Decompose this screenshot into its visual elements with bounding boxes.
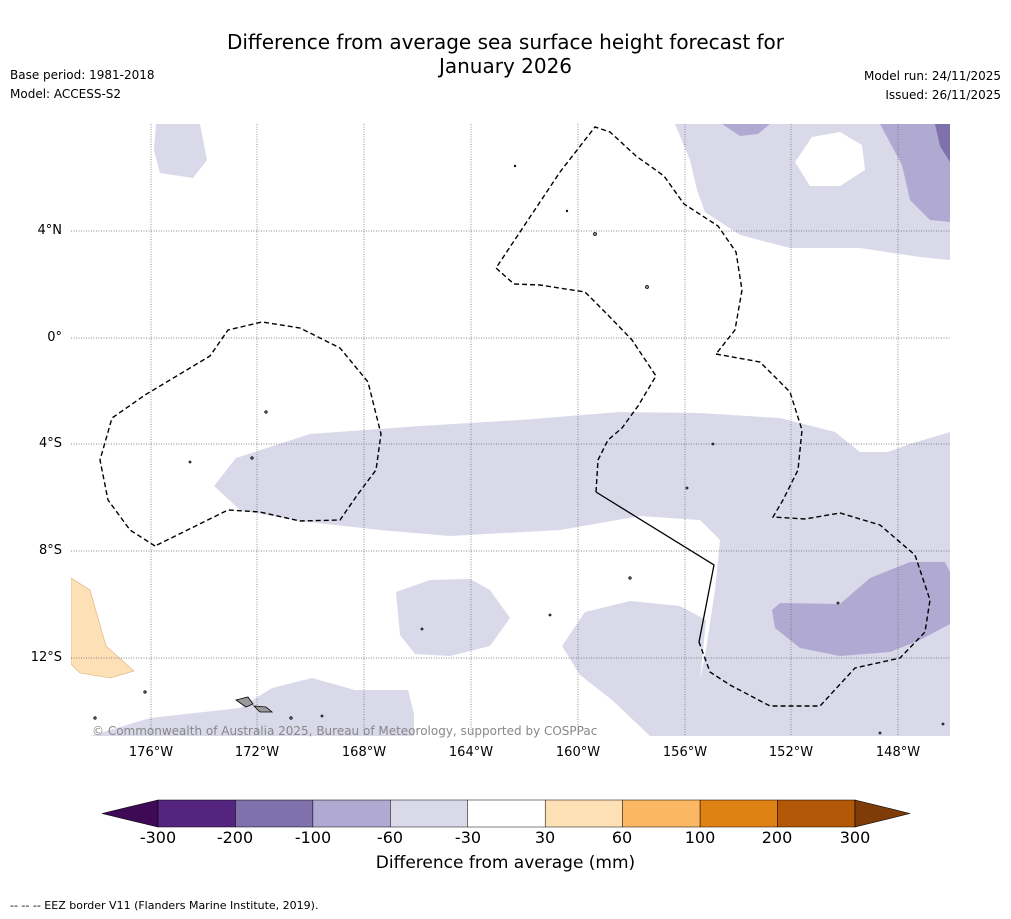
island-dot-11: [143, 690, 147, 694]
colorbar-tick: -100: [294, 828, 332, 847]
anomaly-region-strong-ne: [935, 124, 950, 162]
island-dot-1: [264, 410, 268, 414]
anomaly-region-medium-top: [722, 124, 770, 136]
colorbar-tick: 100: [684, 828, 716, 847]
title-text: Difference from average sea surface heig…: [0, 30, 1011, 78]
maritime-boundary-solid: [595, 491, 715, 643]
island-dot-19: [565, 209, 569, 213]
colorbar-segment: [467, 799, 546, 828]
issued-date: Issued: 26/11/2025: [885, 88, 1001, 102]
island-dot-16: [878, 731, 882, 735]
anomaly-region-light-ne: [675, 124, 950, 260]
lon-label: 160°W: [555, 745, 601, 760]
anomaly-region-light-central: [214, 412, 950, 736]
island-dot-17: [941, 722, 945, 726]
island-dot-4: [593, 232, 597, 236]
anomaly-region-medium-se: [772, 562, 950, 656]
colorbar: [101, 799, 911, 828]
colorbar-segment: [777, 799, 856, 828]
island-dot-5: [645, 285, 649, 289]
anomaly-region-light-sw: [90, 678, 414, 736]
eez-border-west: [99, 321, 382, 547]
eez-footnote: -- -- -- EEZ border V11 (Flanders Marine…: [10, 899, 319, 912]
island-dot-14: [320, 714, 324, 718]
island-dot-10: [420, 627, 424, 631]
colorbar-extend-low: [101, 799, 159, 828]
meta-right: Model run: 24/11/2025 Issued: 26/11/2025: [864, 67, 1001, 105]
lon-label: 172°W: [234, 745, 280, 760]
colorbar-segment: [312, 799, 391, 828]
anomaly-region-light-south: [562, 601, 706, 736]
lon-label: 152°W: [768, 745, 814, 760]
anomaly-region-medium-ne: [880, 124, 950, 222]
base-period: Base period: 1981-2018: [10, 68, 155, 82]
colorbar-tick: -60: [376, 828, 404, 847]
colorbar-segment: [622, 799, 701, 828]
eez-borders: [99, 126, 931, 707]
colorbar-tick: 300: [839, 828, 871, 847]
eez-border-east: [698, 353, 931, 707]
lon-label: 156°W: [662, 745, 708, 760]
model-run: Model run: 24/11/2025: [863, 69, 1001, 83]
colorbar-tick: 200: [761, 828, 793, 847]
copyright-credit: © Commonwealth of Australia 2025, Bureau…: [92, 724, 598, 738]
anomaly-region-neutral-ne: [795, 132, 865, 186]
island-dot-8: [628, 576, 632, 580]
colorbar-segment: [544, 799, 623, 828]
island-dot-13: [289, 716, 293, 720]
colorbar-segment: [390, 799, 469, 828]
meta-left: Base period: 1981-2018 Model: ACCESS-S2: [10, 66, 155, 104]
title-line-2: January 2026: [438, 54, 573, 78]
lon-label: 164°W: [448, 745, 494, 760]
colorbar-extend-high: [854, 799, 911, 828]
colorbar-title: Difference from average (mm): [375, 853, 636, 873]
lon-label: 148°W: [875, 745, 921, 760]
anomaly-region-positive-west: [71, 577, 135, 679]
lat-label: 0°: [47, 330, 62, 345]
lon-label: 176°W: [128, 745, 174, 760]
islands: [93, 164, 945, 735]
island-dot-12: [93, 716, 97, 720]
island-upolu: [252, 705, 274, 713]
colorbar-tick: -200: [216, 828, 254, 847]
title-line-1: Difference from average sea surface heig…: [226, 30, 785, 54]
colorbar-tick: 30: [534, 828, 556, 847]
island-dot-2: [250, 456, 254, 460]
island-dot-3: [188, 460, 192, 464]
lat-label: 12°S: [30, 650, 62, 665]
colorbar-segment: [699, 799, 778, 828]
map-area: [71, 124, 950, 736]
colorbar-tick: 60: [611, 828, 633, 847]
island-dot-7: [685, 486, 689, 490]
island-dot-15: [836, 601, 840, 605]
model-name: Model: ACCESS-S2: [10, 87, 122, 101]
anomaly-region-light-nw: [154, 124, 207, 178]
colorbar-tick: -30: [454, 828, 482, 847]
island-dot-9: [548, 613, 552, 617]
island-savaii: [235, 696, 254, 708]
island-dot-6: [711, 442, 715, 446]
graticule: [71, 124, 950, 736]
lat-label: 8°S: [38, 543, 62, 558]
eez-border-north: [495, 126, 743, 493]
lon-label: 168°W: [341, 745, 387, 760]
island-dot-18: [513, 164, 517, 168]
lat-label: 4°N: [37, 223, 63, 238]
colorbar-segment: [235, 799, 314, 828]
anomaly-region-light-island: [396, 579, 510, 656]
colorbar-segment: [157, 799, 236, 828]
colorbar-tick: -300: [139, 828, 177, 847]
lat-label: 4°S: [38, 436, 62, 451]
